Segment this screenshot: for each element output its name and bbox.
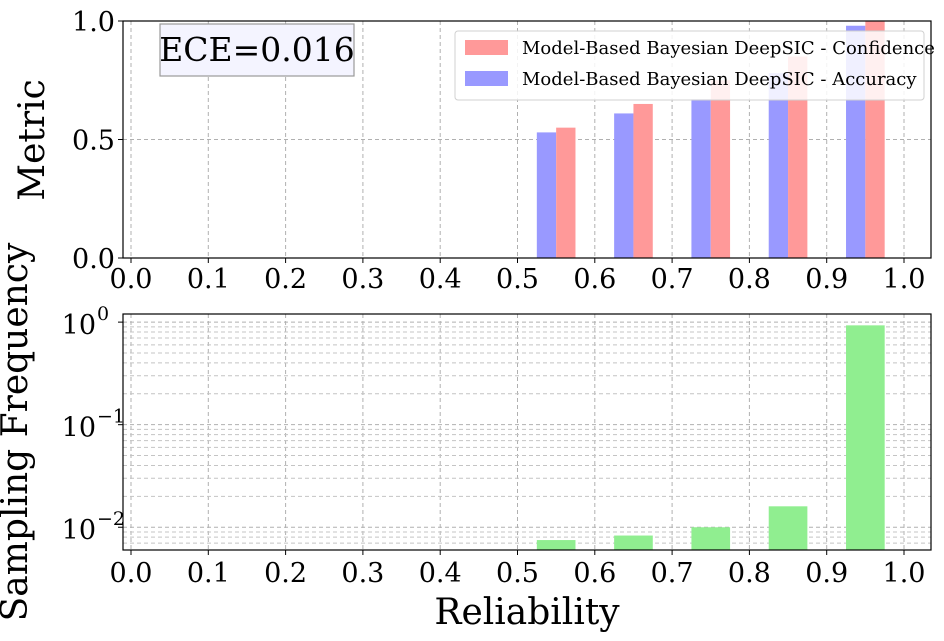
frequency-x-tick-label: 0.5 [496, 558, 539, 589]
metric-x-tick-label: 0.9 [805, 264, 848, 295]
metric-x-tick-label: 0.8 [728, 264, 771, 295]
frequency-bars [536, 325, 885, 550]
legend-swatch-accuracy [465, 71, 508, 86]
frequency-bar [691, 527, 731, 550]
legend-label-confidence: Model-Based Bayesian DeepSIC - Confidenc… [522, 38, 935, 59]
frequency-y-axis-label: Sampling Frequency [0, 242, 36, 621]
metric-y-tick-label: 0.5 [72, 126, 115, 157]
frequency-y-tick-label: 10 [62, 515, 96, 546]
metric-x-tick-label: 1.0 [883, 264, 926, 295]
confidence-bar [556, 127, 576, 259]
frequency-y-tick-exponent: 0 [97, 303, 109, 325]
metric-bars [536, 21, 885, 259]
frequency-x-tick-label: 0.6 [573, 558, 616, 589]
metric-x-tick-label: 0.4 [419, 264, 462, 295]
metric-x-tick-label: 0.2 [264, 264, 307, 295]
frequency-bar [536, 540, 576, 550]
frequency-grid [123, 314, 931, 551]
x-axis-label: Reliability [434, 592, 620, 633]
metric-x-tick-label: 0.3 [341, 264, 384, 295]
legend-swatch-confidence [465, 40, 508, 55]
legend-label-accuracy: Model-Based Bayesian DeepSIC - Accuracy [522, 69, 917, 90]
ece-annotation: ECE=0.016 [159, 23, 355, 77]
frequency-x-tick-label: 0.0 [110, 558, 153, 589]
metric-y-axis-label: Metric [12, 79, 53, 201]
frequency-x-ticks: 0.0 0.1 0.2 0.3 0.4 0.5 0.6 0.7 0.8 0.9 1.0 [110, 550, 926, 589]
frequency-x-tick-label: 0.4 [419, 558, 462, 589]
frequency-y-tick-label: 10 [62, 413, 96, 444]
metric-y-tick-label: 1.0 [72, 7, 115, 38]
frequency-bar [614, 535, 653, 550]
confidence-bar [633, 103, 653, 258]
frequency-plot: 0.0 0.1 0.2 0.3 0.4 0.5 0.6 0.7 0.8 0.9 1.0 10 010−… [0, 242, 932, 633]
frequency-y-tick-exponent: −1 [97, 406, 125, 428]
confidence-bar [710, 80, 731, 258]
metric-x-tick-label: 0.0 [110, 264, 153, 295]
frequency-bar [768, 506, 808, 550]
frequency-x-tick-label: 0.1 [187, 558, 230, 589]
legend[interactable]: Model-Based Bayesian DeepSIC - Confidenc… [454, 30, 935, 101]
frequency-y-tick-label: 10 [62, 310, 96, 341]
frequency-y-tick-exponent: −2 [97, 508, 125, 530]
frequency-x-tick-label: 0.8 [728, 558, 771, 589]
frequency-plot-frame [122, 313, 932, 551]
metric-y-ticks: 0.0 0.5 1.0 [72, 7, 123, 275]
metric-plot: 0.0 0.1 0.2 0.3 0.4 0.5 0.6 0.7 0.8 0.9 1.0 0.0 0.5… [12, 7, 935, 295]
accuracy-bar [768, 73, 789, 258]
frequency-x-tick-label: 1.0 [883, 558, 926, 589]
metric-y-tick-label: 0.0 [72, 244, 115, 275]
frequency-x-tick-label: 0.9 [805, 558, 848, 589]
accuracy-bar [614, 113, 634, 259]
metric-x-ticks: 0.0 0.1 0.2 0.3 0.4 0.5 0.6 0.7 0.8 0.9 1.0 [110, 258, 926, 295]
metric-x-tick-label: 0.5 [496, 264, 539, 295]
accuracy-bar [536, 132, 557, 258]
metric-x-tick-label: 0.1 [187, 264, 230, 295]
legend-box [454, 30, 925, 101]
metric-x-tick-label: 0.6 [573, 264, 616, 295]
frequency-bar [846, 325, 885, 550]
frequency-x-tick-label: 0.2 [264, 558, 307, 589]
ece-box [159, 23, 355, 77]
metric-x-tick-label: 0.7 [651, 264, 694, 295]
accuracy-bar [691, 99, 711, 259]
confidence-bar [788, 56, 808, 258]
ece-label: ECE=0.016 [159, 30, 355, 69]
frequency-x-tick-label: 0.7 [651, 558, 694, 589]
frequency-x-tick-label: 0.3 [341, 558, 384, 589]
